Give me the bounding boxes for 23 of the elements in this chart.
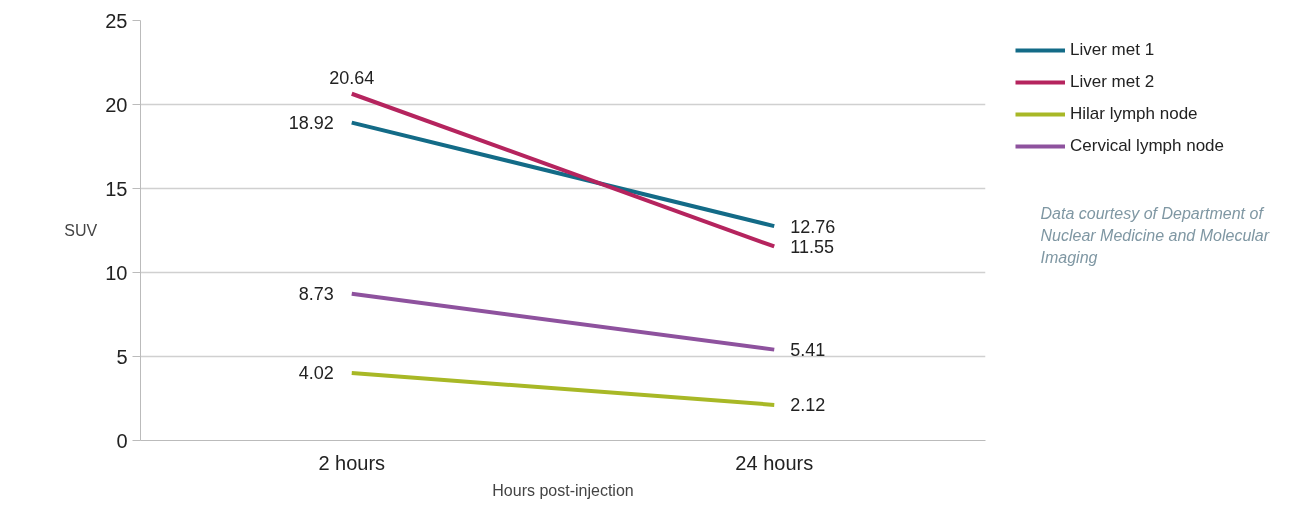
y-axis-title: SUV	[64, 222, 98, 239]
y-tick-label: 20	[105, 93, 128, 116]
data-label: 5.41	[790, 340, 826, 361]
x-tick-label: 24 hours	[735, 451, 814, 474]
x-axis-title: Hours post-injection	[492, 481, 634, 499]
y-tick-label: 15	[105, 177, 128, 200]
data-label: 18.92	[288, 113, 334, 134]
data-label: 11.55	[790, 236, 834, 257]
legend-label: Liver met 1	[1070, 40, 1155, 60]
y-tick-label: 5	[116, 345, 128, 368]
legend-label: Hilar lymph node	[1070, 104, 1198, 124]
data-label: 4.02	[298, 363, 334, 384]
y-tick-label: 25	[105, 9, 128, 32]
data-label: 12.76	[790, 216, 836, 237]
data-label: 20.64	[329, 67, 375, 88]
legend-label: Liver met 2	[1070, 72, 1155, 92]
x-tick-label: 2 hours	[318, 451, 386, 474]
y-tick-label: 0	[116, 429, 128, 452]
data-label: 8.73	[298, 284, 334, 305]
y-tick-label: 10	[105, 261, 128, 284]
legend-label: Cervical lymph node	[1070, 136, 1225, 156]
text: Data courtesy of Department of Nuclear Medicine and Molecular Imaging	[1040, 204, 1270, 266]
data-label: 2.12	[790, 395, 826, 416]
